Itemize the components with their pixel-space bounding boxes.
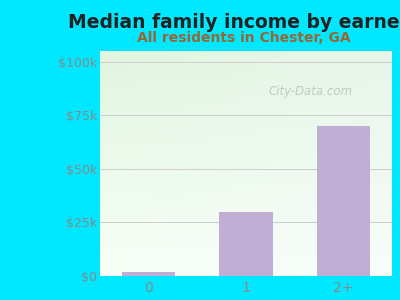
Text: City-Data.com: City-Data.com — [268, 85, 352, 98]
Bar — [219, 212, 273, 276]
Text: Median family income by earners: Median family income by earners — [68, 14, 400, 32]
Bar — [122, 272, 176, 276]
Text: All residents in Chester, GA: All residents in Chester, GA — [137, 32, 351, 46]
Bar — [316, 126, 370, 276]
